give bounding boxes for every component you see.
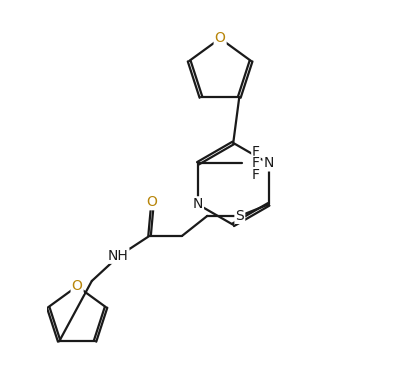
Text: O: O xyxy=(147,195,158,209)
Text: F: F xyxy=(252,145,260,159)
Text: S: S xyxy=(235,209,244,223)
Text: NH: NH xyxy=(108,249,129,263)
Text: N: N xyxy=(193,197,203,211)
Text: O: O xyxy=(215,31,226,46)
Text: F: F xyxy=(252,168,260,182)
Text: O: O xyxy=(72,279,83,293)
Text: N: N xyxy=(264,156,274,170)
Text: F: F xyxy=(252,156,260,170)
